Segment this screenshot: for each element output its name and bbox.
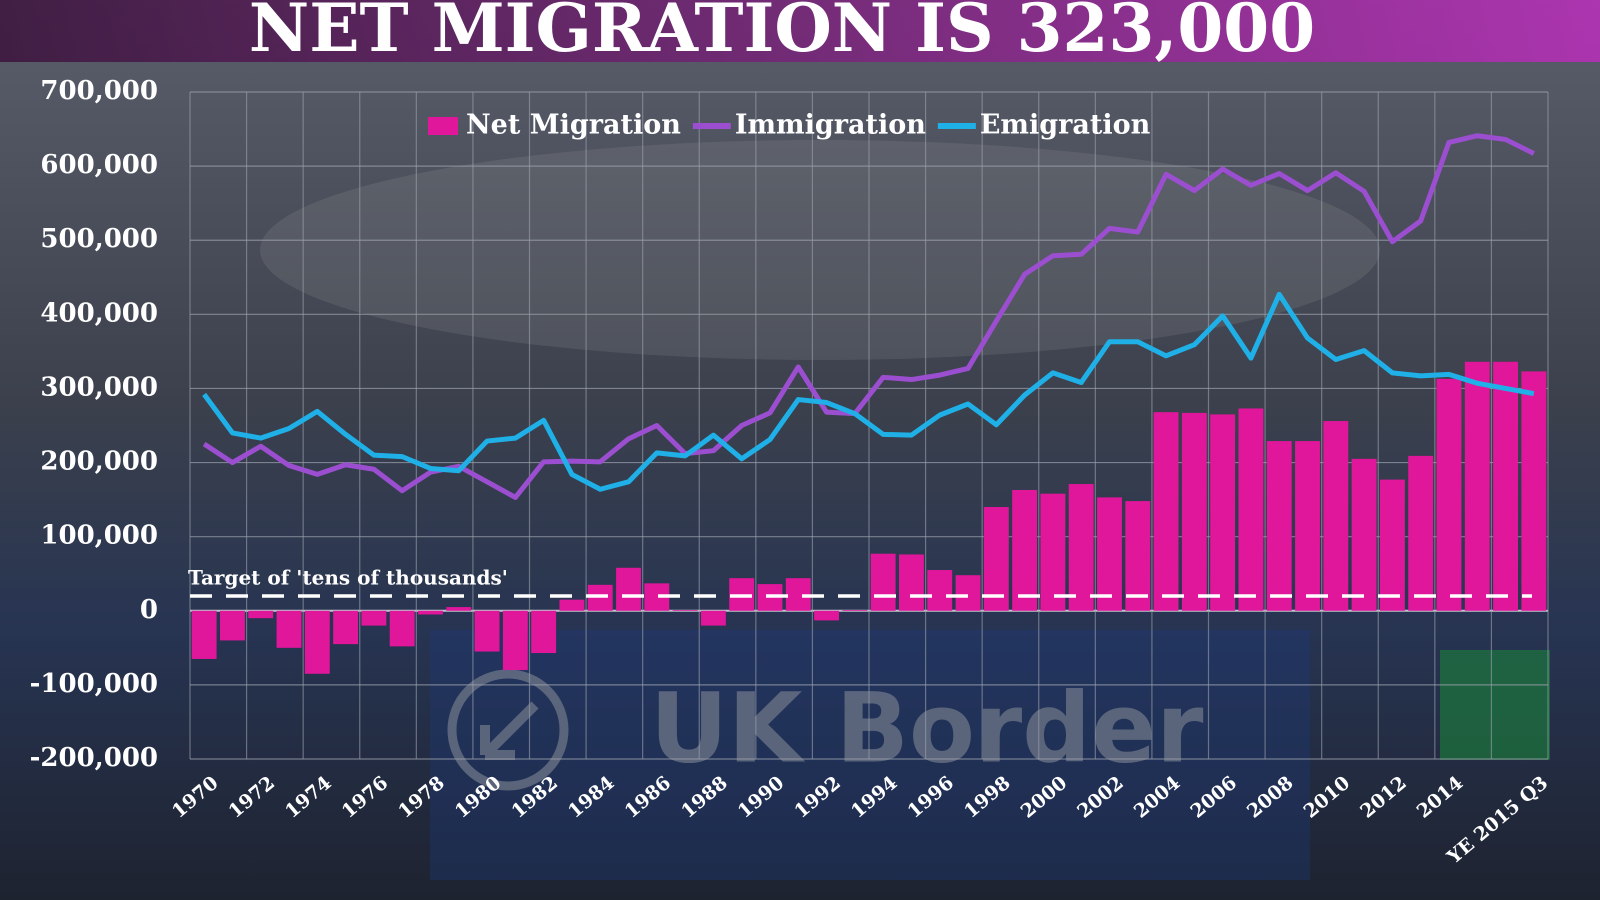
bar	[446, 607, 472, 611]
y-tick-label: 400,000	[40, 298, 158, 328]
bar	[1408, 455, 1434, 611]
y-tick-label: 300,000	[40, 372, 158, 402]
bar	[361, 610, 387, 626]
target-label: Target of 'tens of thousands'	[188, 565, 508, 589]
bar	[1153, 412, 1179, 611]
legend-label: Immigration	[735, 110, 926, 141]
bar	[898, 554, 924, 611]
bar	[276, 610, 302, 648]
bar	[870, 553, 896, 611]
legend-label: Emigration	[980, 110, 1151, 141]
bar	[1012, 489, 1038, 611]
y-tick-label: 100,000	[40, 521, 158, 551]
bar	[672, 610, 698, 611]
bar	[1295, 441, 1320, 611]
legend-label: Net Migration	[466, 110, 681, 141]
bar	[1266, 441, 1292, 611]
bar	[1351, 458, 1377, 611]
backdrop-sign	[430, 630, 1310, 880]
watermark-text: UK Border	[650, 672, 1204, 784]
y-tick-label: 500,000	[40, 224, 158, 254]
bar	[927, 570, 953, 611]
bar	[1323, 421, 1349, 611]
bar	[1464, 361, 1490, 611]
grid	[189, 91, 1549, 760]
bar	[814, 610, 840, 621]
y-tick-label: -100,000	[30, 669, 158, 699]
bar	[389, 610, 415, 647]
bar	[219, 610, 245, 641]
y-tick-label: -200,000	[30, 743, 158, 773]
y-tick-label: 200,000	[40, 447, 158, 477]
bar	[1040, 493, 1066, 611]
bar	[616, 567, 641, 611]
title-band	[0, 0, 1600, 62]
bar	[333, 610, 359, 645]
bar	[955, 575, 981, 611]
line	[202, 291, 1535, 492]
bar	[1181, 412, 1207, 611]
y-tick-label: 700,000	[40, 76, 158, 106]
y-tick-label: 600,000	[40, 150, 158, 180]
bar	[418, 610, 443, 615]
bar	[1097, 497, 1122, 611]
marks	[190, 133, 1547, 674]
bar	[304, 610, 330, 674]
bar	[1379, 479, 1405, 611]
bar	[502, 610, 528, 671]
bar	[191, 610, 217, 659]
bar	[1125, 501, 1151, 611]
bar	[587, 584, 613, 611]
bar	[1521, 371, 1547, 611]
line	[202, 133, 1535, 500]
watermark-arrow	[480, 701, 539, 760]
bar	[842, 610, 868, 611]
bar	[531, 610, 557, 654]
watermark-icon	[447, 669, 569, 791]
bar	[983, 507, 1009, 611]
legend-swatch	[428, 117, 458, 135]
backdrop-exit-sign	[1440, 650, 1550, 760]
chart-title: NET MIGRATION IS 323,000	[249, 0, 1315, 67]
bar	[1238, 408, 1264, 611]
bar	[1493, 361, 1519, 611]
bar	[474, 610, 500, 652]
bar	[1436, 378, 1462, 611]
bar	[700, 610, 726, 626]
bar	[559, 599, 585, 611]
backdrop-glow	[260, 140, 1380, 360]
bar	[248, 610, 274, 619]
bar	[1068, 484, 1094, 611]
bar	[1210, 414, 1236, 611]
y-tick-label: 0	[140, 595, 158, 625]
